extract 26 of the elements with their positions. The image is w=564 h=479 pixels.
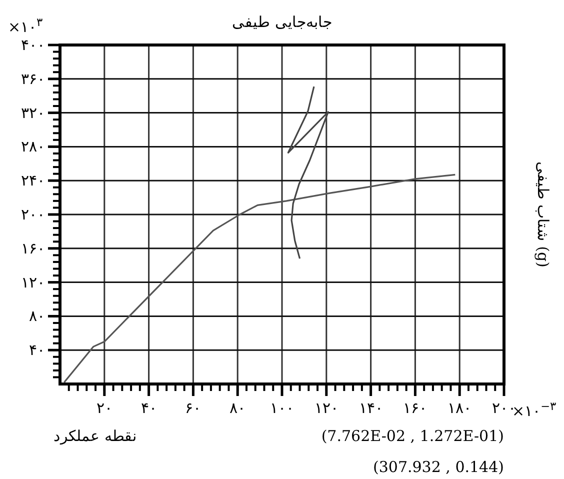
- y-tick-label: ۱۲۰: [21, 273, 45, 292]
- y-axis-title: شتاب طیفی (g): [534, 162, 552, 268]
- x-tick-label: ۱۶۰: [403, 399, 428, 417]
- text: (7.762E-02 , 1.272E-01): [321, 427, 504, 445]
- chart-title: جابه‌جایی طیفی: [232, 13, 332, 31]
- x-tick-label: ۱۴۰: [358, 399, 383, 417]
- y-tick-label: ۴۰: [29, 341, 45, 360]
- x-tick-label: ۸۰: [230, 399, 246, 417]
- y-tick-label: ۲۴۰: [21, 172, 45, 190]
- x-tick-label: ۶۰: [185, 399, 202, 417]
- x-tick-label: ۱۰۰: [270, 399, 294, 417]
- y-tick-label: ۱۶۰: [21, 239, 45, 258]
- y-tick-label: ۸۰: [29, 307, 45, 326]
- text: نقطه عملکرد: [54, 427, 136, 445]
- y-tick-label: ۴۰۰: [21, 36, 45, 54]
- text: ×۱۰$^{۳}$: [8, 16, 43, 36]
- text: ×۱۰$^{−۳}$: [512, 400, 556, 420]
- x-tick-label: ۲۰: [96, 399, 112, 417]
- y-tick-label: ۲۰۰: [21, 206, 45, 224]
- y-tick-label: ۳۲۰: [21, 104, 45, 122]
- y-tick-label: ۳۶۰: [21, 70, 45, 88]
- text: (307.932 , 0.144): [373, 458, 504, 476]
- x-tick-label: ۴۰: [140, 399, 157, 417]
- y-tick-label: ۲۸۰: [21, 138, 45, 156]
- x-tick-label: ۱۲۰: [314, 399, 338, 417]
- x-tick-label: ۱۸۰: [448, 399, 472, 417]
